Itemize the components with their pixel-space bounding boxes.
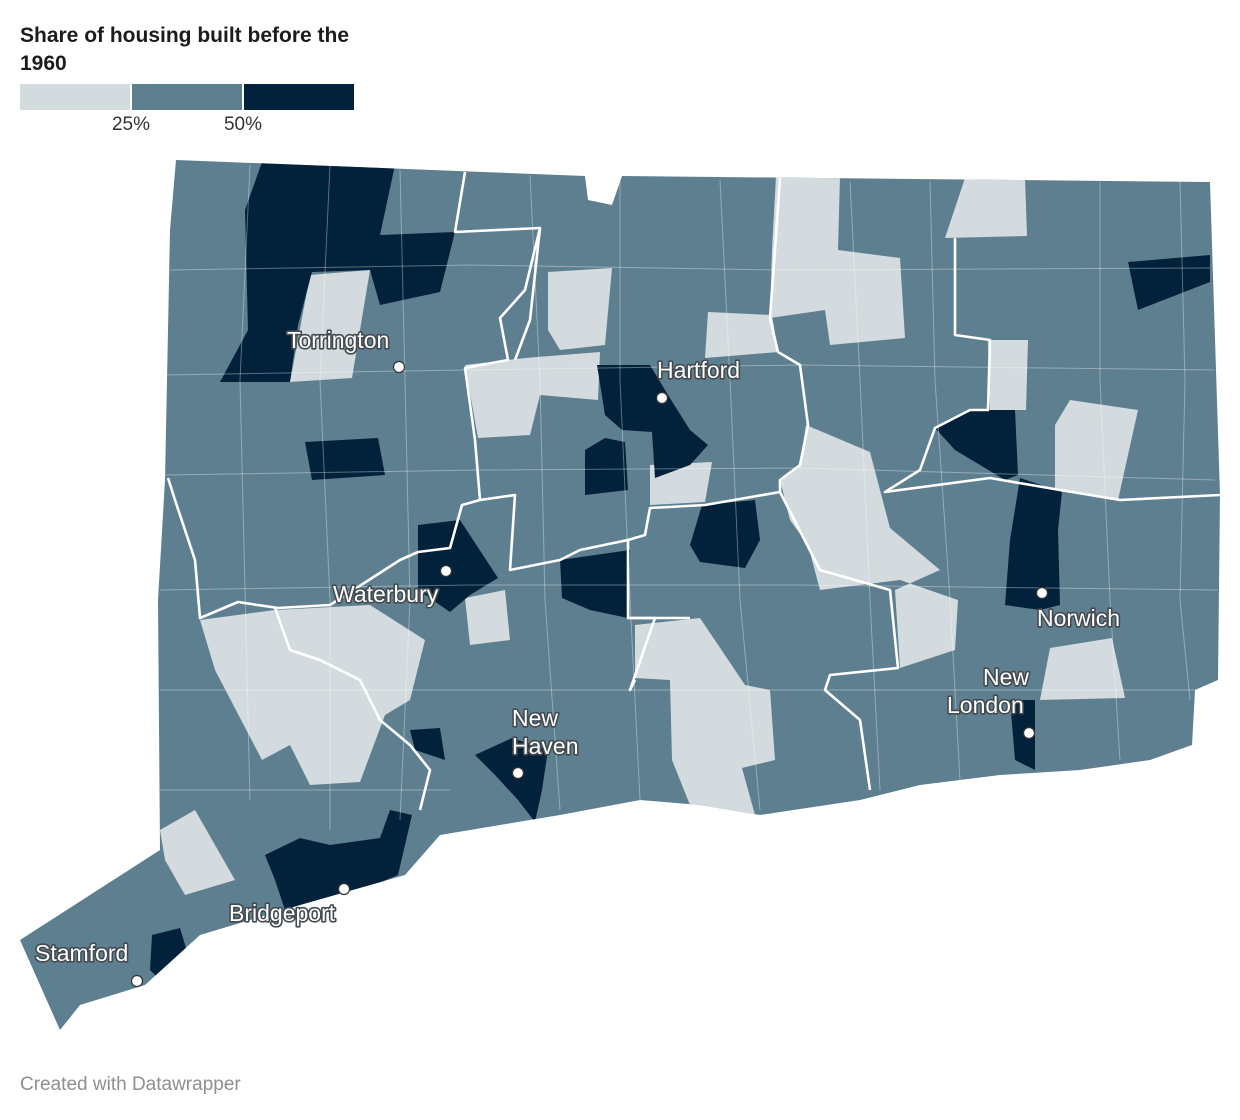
town-light: [705, 312, 778, 358]
town-light: [1055, 400, 1138, 500]
footer-credit: Created with Datawrapper: [20, 1074, 241, 1095]
town-dark: [597, 365, 708, 478]
town-light: [988, 340, 1028, 410]
town-dark: [1128, 255, 1210, 310]
city-dot-bridgeport: [337, 882, 351, 896]
city-label-hartford: Hartford: [657, 357, 740, 383]
town-borders: [159, 164, 1219, 830]
town-light: [770, 176, 905, 345]
city-label-new-london-line1: New: [983, 664, 1029, 690]
city-label-new-haven-line2: Haven: [512, 733, 578, 759]
town-dark: [305, 438, 385, 480]
city-markers: Torrington Hartford Waterbury New Haven …: [33, 325, 1122, 988]
city-label-stamford: Stamford: [35, 940, 128, 966]
city-dot-new-haven: [511, 766, 525, 780]
city-label-torrington: Torrington: [287, 327, 389, 353]
town-dark: [935, 410, 1018, 480]
town-light: [465, 590, 510, 645]
town-light: [465, 352, 600, 438]
town-dark: [410, 728, 445, 760]
town-dark: [1010, 700, 1035, 770]
town-light: [1040, 638, 1125, 700]
city-label-waterbury: Waterbury: [333, 581, 439, 607]
city-dot-stamford: [130, 974, 144, 988]
town-dark: [1005, 478, 1062, 610]
legend-bin-mid: [132, 84, 242, 110]
town-light: [200, 605, 425, 785]
city-label-new-london-line2: London: [947, 692, 1024, 718]
town-dark: [585, 438, 628, 495]
town-dark: [265, 810, 412, 925]
city-dot-torrington: [392, 360, 406, 374]
town-light: [548, 268, 612, 350]
connecticut-map: Torrington Hartford Waterbury New Haven …: [20, 160, 1220, 1030]
legend-tick-25: 25%: [111, 114, 151, 135]
town-light: [290, 270, 370, 382]
city-dot-norwich: [1035, 586, 1049, 600]
town-light: [160, 810, 235, 895]
city-dot-hartford: [655, 391, 669, 405]
city-label-norwich: Norwich: [1037, 605, 1120, 631]
map-title: Share of housing built before the 1960: [20, 24, 350, 75]
city-label-new-haven-line1: New: [512, 705, 558, 731]
town-light: [945, 178, 1027, 238]
city-dot-new-london: [1022, 726, 1036, 740]
town-light: [635, 618, 775, 815]
town-dark: [690, 500, 760, 568]
legend-bin-low: [20, 84, 130, 110]
city-label-bridgeport: Bridgeport: [229, 900, 336, 926]
town-dark: [418, 520, 498, 612]
legend-tick-50: 50%: [223, 114, 263, 135]
county-borders: [166, 171, 1220, 811]
town-dark: [220, 162, 455, 382]
town-light: [780, 425, 958, 668]
city-dot-waterbury: [439, 564, 453, 578]
town-dark: [475, 738, 548, 822]
town-dark: [560, 550, 630, 618]
legend-bin-high: [244, 84, 354, 110]
